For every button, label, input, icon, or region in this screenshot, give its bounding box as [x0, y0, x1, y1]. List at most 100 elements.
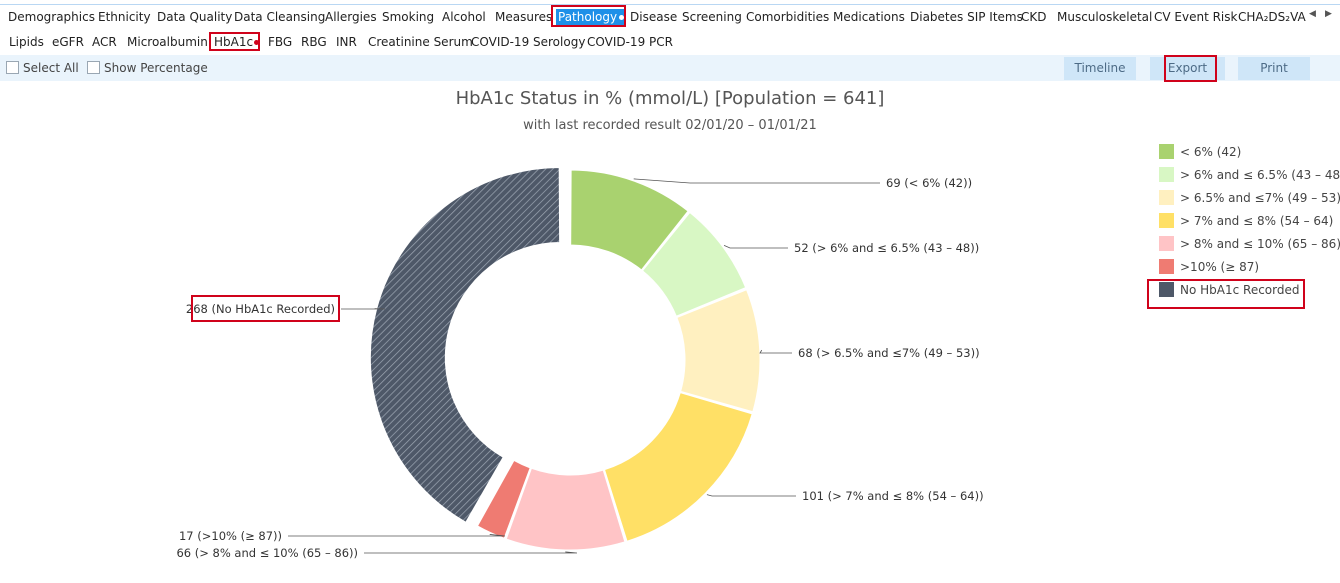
leader-line-2 [759, 349, 792, 354]
tab-cv-event-risk[interactable]: CV Event Risk [1154, 9, 1237, 25]
tab-label: Screening [682, 10, 742, 24]
subtab-label: HbA1c [214, 35, 254, 49]
legend-label: > 7% and ≤ 8% (54 – 64) [1180, 214, 1334, 228]
print-button[interactable]: Print [1238, 57, 1310, 80]
tab-ethnicity[interactable]: Ethnicity [98, 9, 151, 25]
toolbar: Select All Show Percentage Timeline Expo… [0, 55, 1340, 81]
chart-title: HbA1c Status in % (mmol/L) [Population =… [455, 88, 885, 109]
select-all-label: Select All [23, 61, 79, 75]
active-dot-icon [254, 40, 260, 45]
secondary-tab-bar: Lipids eGFR ACR Microalbumin HbA1c FBG RBG INR C… [0, 30, 1340, 52]
tab-demographics[interactable]: Demographics [8, 9, 95, 25]
tab-label: Data Cleansing [234, 10, 326, 24]
subtab-microalbumin[interactable]: Microalbumin [127, 34, 208, 50]
subtab-covid-19-serology[interactable]: COVID-19 Serology [471, 34, 585, 50]
scroll-left-icon[interactable]: ◀ [1309, 9, 1316, 19]
legend-swatch [1159, 236, 1174, 251]
tab-pathology[interactable]: Pathology [556, 9, 627, 25]
leader-line-0 [633, 178, 880, 184]
tab-alcohol[interactable]: Alcohol [442, 9, 486, 25]
tab-label: CHA₂DS₂VA [1238, 10, 1306, 24]
legend-label: > 8% and ≤ 10% (65 – 86) [1180, 237, 1340, 251]
tab-data-cleansing[interactable]: Data Cleansing [234, 9, 325, 25]
legend-label: >10% (≥ 87) [1180, 260, 1260, 274]
scroll-right-icon[interactable]: ▶ [1325, 9, 1332, 19]
data-label-6: 268 (No HbA1c Recorded) [186, 302, 335, 316]
tab-label: Ethnicity [98, 10, 151, 24]
legend-label: > 6% and ≤ 6.5% (43 – 48) [1180, 168, 1340, 182]
tab-diabetes-sip-items[interactable]: Diabetes SIP Items [910, 9, 1023, 25]
export-button[interactable]: Export [1150, 57, 1225, 80]
donut-slice-4[interactable] [505, 467, 626, 551]
tab-allergies[interactable]: Allergies [325, 9, 377, 25]
tab-data-quality[interactable]: Data Quality [157, 9, 232, 25]
tab-musculoskeletal[interactable]: Musculoskeletal [1057, 9, 1152, 25]
donut-slice-0[interactable] [570, 169, 689, 271]
legend-label: > 6.5% and ≤7% (49 – 53) [1180, 191, 1340, 205]
donut-slice-6[interactable] [369, 166, 561, 523]
subtab-covid-19-pcr[interactable]: COVID-19 PCR [587, 34, 673, 50]
legend-swatch [1159, 167, 1174, 182]
subtab-egfr[interactable]: eGFR [52, 34, 84, 50]
subtab-rbg[interactable]: RBG [301, 34, 327, 50]
tab-label: Medications [833, 10, 905, 24]
tab-label: Smoking [382, 10, 435, 24]
active-dot-icon [619, 15, 625, 20]
tab-label: Data Quality [157, 10, 233, 24]
no-hba1c-label-highlight [191, 295, 340, 322]
show-percentage-label: Show Percentage [104, 61, 208, 75]
donut-slice-5[interactable] [476, 459, 531, 539]
primary-tab-bar: Demographics Ethnicity Data Quality Data Cl… [0, 4, 1340, 29]
legend-swatch [1159, 213, 1174, 228]
subtab-creatinine-serum[interactable]: Creatinine Serum [368, 34, 473, 50]
data-label-0: 69 (< 6% (42)) [886, 176, 972, 190]
tab-label: Demographics [8, 10, 95, 24]
subtab-acr[interactable]: ACR [92, 34, 117, 50]
subtab-inr[interactable]: INR [336, 34, 357, 50]
tab-label: Allergies [325, 10, 377, 24]
legend-swatch [1159, 190, 1174, 205]
tab-cha-ds-va[interactable]: CHA₂DS₂VA [1238, 9, 1306, 25]
subtab-label: Microalbumin [127, 35, 208, 49]
tab-label: CV Event Risk [1154, 10, 1238, 24]
tab-label: Musculoskeletal [1057, 10, 1153, 24]
data-label-4: 66 (> 8% and ≤ 10% (65 – 86)) [176, 546, 358, 560]
legend-swatch [1159, 282, 1174, 297]
tab-medications[interactable]: Medications [833, 9, 905, 25]
tab-smoking[interactable]: Smoking [382, 9, 434, 25]
data-label-1: 52 (> 6% and ≤ 6.5% (43 – 48)) [794, 241, 979, 255]
donut-slice-3[interactable] [603, 392, 753, 542]
subtab-label: INR [336, 35, 357, 49]
tab-label: Measures [495, 10, 553, 24]
select-all-checkbox[interactable]: Select All [6, 61, 79, 75]
subtab-fbg[interactable]: FBG [268, 34, 292, 50]
data-label-5: 17 (>10% (≥ 87)) [179, 529, 282, 543]
tab-label: Disease [630, 10, 678, 24]
timeline-button[interactable]: Timeline [1064, 57, 1136, 80]
subtab-label: COVID-19 PCR [587, 35, 673, 49]
leader-line-4 [364, 551, 578, 554]
tab-comorbidities[interactable]: Comorbidities [746, 9, 829, 25]
donut-slice-2[interactable] [676, 289, 761, 413]
subtab-label: eGFR [52, 35, 84, 49]
subtab-lipids[interactable]: Lipids [9, 34, 44, 50]
tab-measures[interactable]: Measures [495, 9, 552, 25]
tab-screening[interactable]: Screening [682, 9, 742, 25]
subtab-label: RBG [301, 35, 327, 49]
legend-label: < 6% (42) [1180, 145, 1242, 159]
tab-label: Diabetes SIP Items [910, 10, 1023, 24]
chart-subtitle: with last recorded result 02/01/20 – 01/… [523, 118, 817, 133]
legend-swatch [1159, 144, 1174, 159]
tab-label: CKD [1021, 10, 1047, 24]
tab-label: Comorbidities [746, 10, 830, 24]
donut-slice-1[interactable] [641, 211, 747, 317]
tab-disease[interactable]: Disease [630, 9, 677, 25]
tab-label: Pathology [558, 10, 618, 24]
tab-ckd[interactable]: CKD [1021, 9, 1047, 25]
subtab-label: ACR [92, 35, 117, 49]
subtab-label: FBG [268, 35, 293, 49]
subtab-hba1c[interactable]: HbA1c [214, 34, 260, 50]
show-percentage-checkbox[interactable]: Show Percentage [87, 61, 208, 75]
subtab-label: Creatinine Serum [368, 35, 473, 49]
